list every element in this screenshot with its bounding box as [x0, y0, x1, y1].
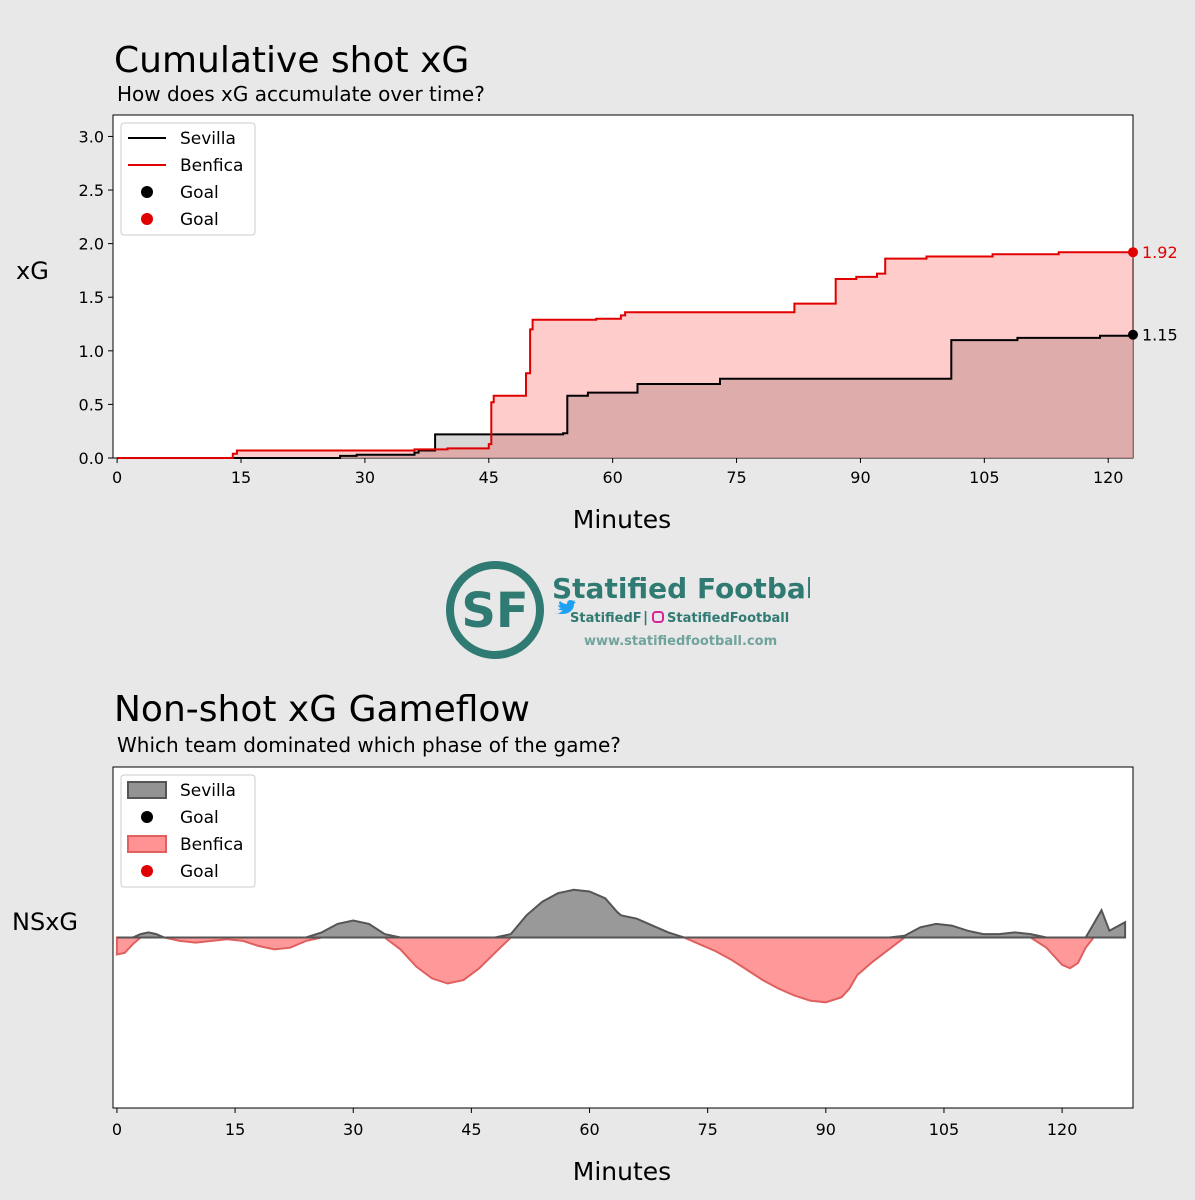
x-tick-label: 75 [697, 1120, 717, 1139]
x-tick-label: 0 [112, 1120, 122, 1139]
legend-box [120, 774, 256, 888]
legend-label-goal: Goal [180, 808, 219, 828]
legend-label-goal: Goal [180, 210, 219, 230]
instagram-icon [652, 611, 664, 623]
y-tick-label: 3.0 [79, 127, 104, 146]
y-tick-label: 1.5 [79, 288, 104, 307]
x-tick-label: 15 [231, 468, 251, 487]
chart1-title: Cumulative shot xG [114, 40, 470, 81]
chart2-title: Non-shot xG Gameflow [114, 689, 530, 730]
x-tick-label: 90 [816, 1120, 836, 1139]
benfica-line [117, 251, 1133, 459]
x-axis-label: Minutes [573, 1157, 671, 1186]
sevilla-area [117, 334, 1134, 458]
legend-label-sevilla: Sevilla [180, 129, 236, 149]
sevilla-final-xg-label: 1.15 [1142, 326, 1178, 345]
cumulative-xg-chart: 0 15 30 45 60 75 90 105 120 0.0 0.5 1.0 1.5 2.0 2.5 3.0… [16, 114, 1178, 534]
legend-label-goal: Goal [180, 183, 219, 203]
logo-ring [446, 561, 544, 659]
logo-name: Statified Football [552, 572, 810, 605]
legend-swatch-goal [141, 186, 153, 198]
x-tick-label: 45 [461, 1120, 481, 1139]
x-tick-label: 30 [355, 468, 375, 487]
x-tick-label: 45 [479, 468, 499, 487]
statified-football-logo: SF Statified Football StatifiedF | Stati… [440, 556, 825, 664]
x-tick-label: 105 [929, 1120, 960, 1139]
y-axis-label: NSxG [12, 908, 78, 936]
legend-label-sevilla: Sevilla [180, 781, 236, 801]
legend-swatch-goal [141, 865, 153, 877]
legend-swatch-goal [141, 213, 153, 225]
handle-separator: | [643, 610, 648, 626]
legend-box [120, 122, 256, 236]
y-tick-label: 1.0 [79, 342, 104, 361]
twitter-icon [554, 600, 576, 614]
x-tick-label: 120 [1093, 468, 1124, 487]
y-tick-label: 0.0 [79, 449, 104, 468]
legend-swatch-sevilla [127, 781, 167, 799]
x-tick-label: 75 [726, 468, 746, 487]
x-tick-label: 90 [850, 468, 870, 487]
chart2-subtitle: Which team dominated which phase of the … [117, 733, 621, 757]
sevilla-goal-marker [1128, 329, 1138, 340]
x-tick-label: 15 [225, 1120, 245, 1139]
y-tick-label: 2.5 [79, 181, 104, 200]
legend-swatch-benfica [127, 835, 167, 853]
nsxg-gameflow-chart: 0 15 30 45 60 75 90 105 120 Sevilla Goal Benfica Go… [12, 766, 1134, 1186]
x-tick-label: 120 [1047, 1120, 1078, 1139]
y-tick-label: 0.5 [79, 395, 104, 414]
benfica-final-xg-label: 1.92 [1142, 243, 1178, 262]
x-axis-label: Minutes [573, 505, 671, 534]
y-axis-label: xG [16, 257, 49, 285]
benfica-area [117, 252, 1134, 458]
sevilla-line [117, 334, 1134, 459]
x-tick-label: 30 [343, 1120, 363, 1139]
website-url: www.statifiedfootball.com [584, 634, 777, 649]
x-tick-label: 60 [602, 468, 622, 487]
twitter-handle: StatifiedF [570, 611, 642, 626]
x-tick-label: 105 [969, 468, 1000, 487]
legend-label-benfica: Benfica [180, 835, 243, 855]
legend-label-goal: Goal [180, 862, 219, 882]
benfica-goal-marker [1128, 247, 1138, 258]
logo-monogram: SF [461, 583, 528, 639]
x-tick-label: 60 [579, 1120, 599, 1139]
chart1-subtitle: How does xG accumulate over time? [117, 82, 485, 106]
y-tick-label: 2.0 [79, 235, 104, 254]
legend-swatch-goal [141, 811, 153, 823]
sevilla-area [116, 888, 1127, 939]
instagram-handle: StatifiedFootball [667, 611, 789, 626]
x-tick-label: 0 [112, 468, 122, 487]
legend-label-benfica: Benfica [180, 156, 243, 176]
